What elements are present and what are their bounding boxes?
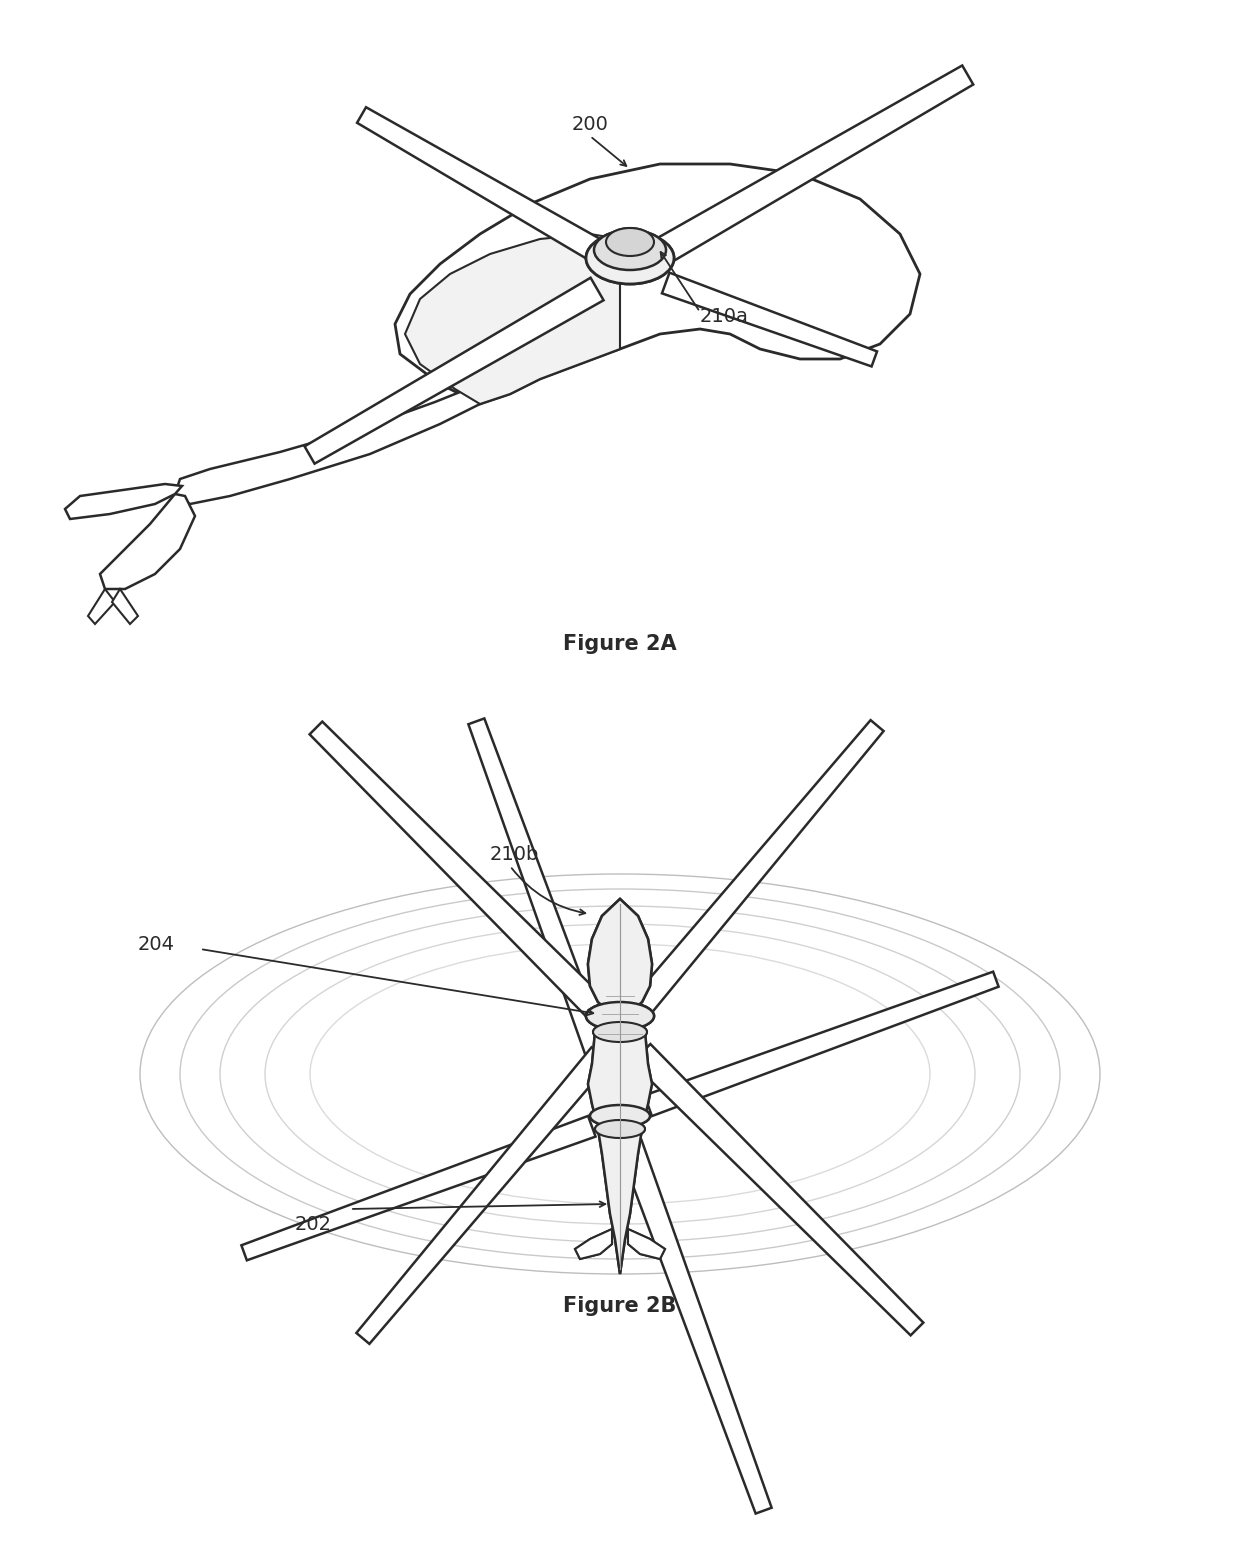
Polygon shape bbox=[575, 1229, 613, 1259]
Polygon shape bbox=[305, 278, 604, 463]
Polygon shape bbox=[310, 721, 608, 1020]
Ellipse shape bbox=[606, 228, 653, 256]
Polygon shape bbox=[396, 164, 920, 404]
Polygon shape bbox=[175, 385, 480, 504]
Ellipse shape bbox=[587, 231, 675, 285]
Polygon shape bbox=[100, 494, 195, 590]
Polygon shape bbox=[588, 899, 652, 1013]
Text: 210b: 210b bbox=[490, 845, 539, 863]
Ellipse shape bbox=[593, 1021, 647, 1042]
Polygon shape bbox=[112, 590, 138, 624]
Polygon shape bbox=[630, 719, 884, 1017]
Polygon shape bbox=[619, 1140, 771, 1514]
Polygon shape bbox=[632, 1045, 924, 1336]
Polygon shape bbox=[588, 1032, 652, 1117]
Ellipse shape bbox=[587, 231, 675, 285]
Text: 204: 204 bbox=[138, 935, 175, 954]
Ellipse shape bbox=[587, 1003, 653, 1031]
Ellipse shape bbox=[595, 1120, 645, 1139]
Ellipse shape bbox=[594, 230, 666, 271]
Polygon shape bbox=[627, 1229, 665, 1259]
Polygon shape bbox=[588, 1032, 652, 1117]
Text: 210a: 210a bbox=[701, 307, 749, 325]
Text: Figure 2B: Figure 2B bbox=[563, 1297, 677, 1315]
Ellipse shape bbox=[593, 1021, 647, 1042]
Ellipse shape bbox=[587, 1003, 653, 1031]
Ellipse shape bbox=[595, 1120, 645, 1139]
Text: 200: 200 bbox=[572, 114, 609, 133]
Polygon shape bbox=[662, 272, 877, 366]
Polygon shape bbox=[356, 1048, 610, 1343]
Polygon shape bbox=[469, 718, 621, 1092]
Polygon shape bbox=[242, 1117, 595, 1261]
Polygon shape bbox=[405, 235, 620, 404]
Polygon shape bbox=[64, 483, 182, 519]
Polygon shape bbox=[588, 899, 652, 1013]
Ellipse shape bbox=[587, 1003, 653, 1031]
Text: 202: 202 bbox=[295, 1215, 332, 1234]
Polygon shape bbox=[645, 971, 998, 1117]
Polygon shape bbox=[598, 1129, 642, 1275]
Polygon shape bbox=[627, 1229, 665, 1259]
Ellipse shape bbox=[590, 1106, 650, 1128]
Polygon shape bbox=[575, 1229, 613, 1259]
Ellipse shape bbox=[590, 1106, 650, 1128]
Ellipse shape bbox=[594, 230, 666, 271]
Polygon shape bbox=[88, 590, 115, 624]
Polygon shape bbox=[598, 1129, 642, 1275]
Text: Figure 2A: Figure 2A bbox=[563, 633, 677, 654]
Polygon shape bbox=[357, 108, 603, 261]
Polygon shape bbox=[656, 66, 973, 263]
Ellipse shape bbox=[606, 228, 653, 256]
